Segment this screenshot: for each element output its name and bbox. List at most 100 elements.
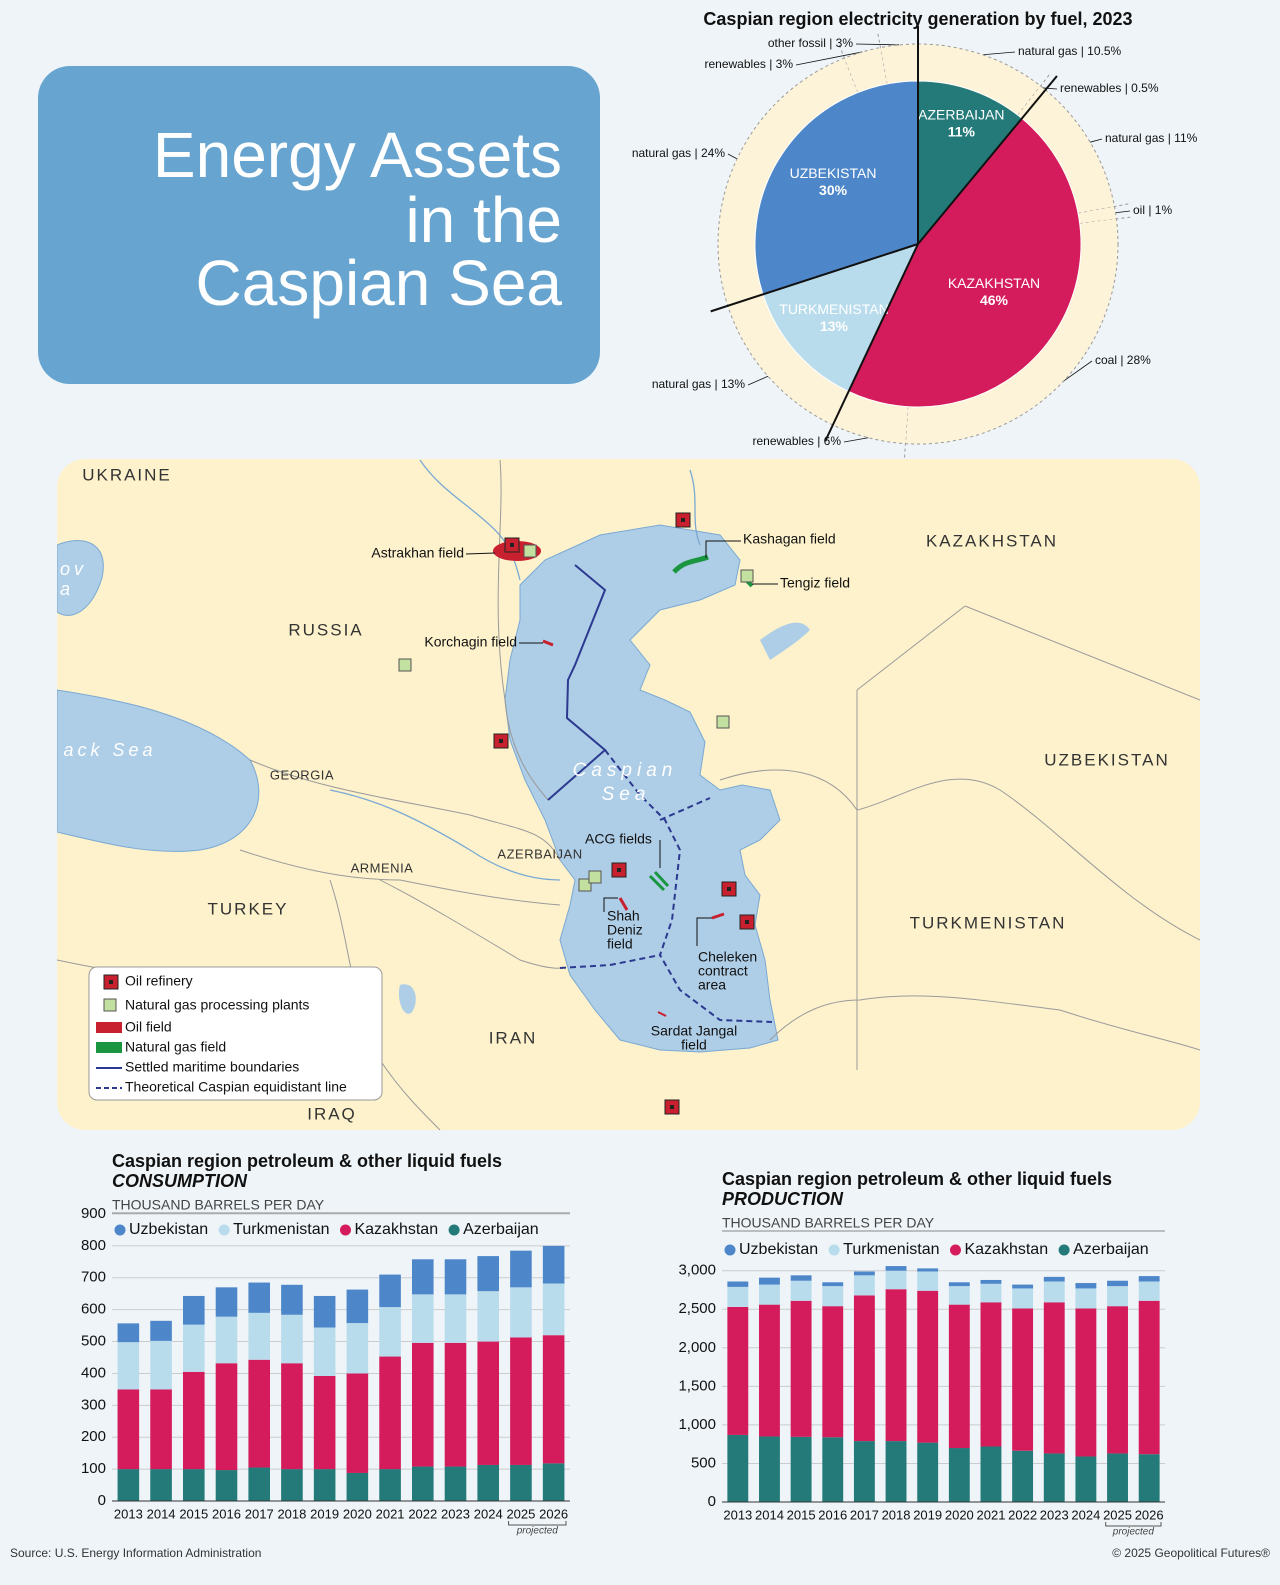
ring-segment <box>1021 89 1115 214</box>
bar-segment <box>542 1335 565 1464</box>
slice-value: 11% <box>948 123 976 139</box>
bar-segment <box>150 1320 172 1341</box>
country-divider <box>710 243 919 313</box>
x-tick-label: 2014 <box>147 1506 176 1521</box>
border <box>769 995 1200 1051</box>
y-tick-label: 0 <box>98 1492 106 1509</box>
legend-label: Turkmenistan <box>843 1241 939 1258</box>
bar-segment <box>948 1304 970 1449</box>
country-label: ARMENIA <box>351 860 414 875</box>
bar-segment <box>948 1448 970 1502</box>
sea-label: a <box>60 579 74 599</box>
chart-title: Caspian region electricity generation by… <box>703 9 1132 29</box>
bar-segment <box>759 1436 780 1502</box>
border <box>497 459 549 801</box>
field-label: Sardat Jangal <box>651 1023 737 1039</box>
ring-leader <box>727 153 738 160</box>
ring-leader <box>1115 210 1131 214</box>
ring-label: natural gas | 24% <box>632 146 726 160</box>
field-label: Deniz <box>607 922 643 938</box>
y-tick-label: 100 <box>81 1460 106 1477</box>
chart-title: Caspian region petroleum & other liquid … <box>112 1151 502 1171</box>
legend-label: Natural gas processing plants <box>125 997 309 1013</box>
bar-segment <box>1107 1280 1128 1287</box>
country-label: TURKEY <box>208 899 289 918</box>
x-tick-label: 2026 <box>1135 1507 1164 1522</box>
ring-label: coal | 28% <box>1095 353 1151 367</box>
x-tick-label: 2019 <box>913 1507 942 1522</box>
country-label: AZERBAIJAN <box>497 846 582 861</box>
field-label: ACG fields <box>585 831 652 847</box>
refinery-dots <box>499 518 749 1109</box>
bar-segment <box>822 1286 844 1307</box>
legend-swatch <box>828 1244 840 1256</box>
bar-segment <box>117 1342 140 1390</box>
title-box <box>38 66 600 384</box>
bar-segment <box>1107 1306 1128 1454</box>
bar-segment <box>759 1284 780 1305</box>
bar-segment <box>215 1287 238 1317</box>
projected-note: projected <box>1112 1527 1155 1538</box>
ring-segment <box>918 44 1041 116</box>
country-label: IRAN <box>489 1028 538 1047</box>
projected-bracket <box>508 1521 567 1526</box>
bar-segment <box>182 1469 205 1501</box>
bar-segment <box>411 1466 434 1501</box>
title-line: in the <box>405 184 562 256</box>
gas-plants <box>398 544 754 892</box>
legend-label: Turkmenistan <box>233 1221 329 1238</box>
ring-segment <box>1078 206 1117 224</box>
x-tick-label: 2020 <box>343 1506 372 1521</box>
bar-segment <box>477 1341 500 1465</box>
field-label: Korchagin field <box>424 634 517 650</box>
y-tick-label: 3,000 <box>678 1262 716 1279</box>
bar-segment <box>1043 1302 1065 1454</box>
sea-label: Caspian <box>573 760 678 781</box>
legend-label: Oil refinery <box>125 973 193 989</box>
bar-segment <box>853 1271 875 1276</box>
equidistant-line <box>559 749 773 1023</box>
legend-swatch <box>339 1224 351 1236</box>
river <box>329 789 561 881</box>
bar-segment <box>542 1463 565 1501</box>
gas-field <box>648 870 670 892</box>
x-tick-label: 2020 <box>945 1507 974 1522</box>
bar-segment <box>248 1359 271 1468</box>
bar-segment <box>790 1300 812 1437</box>
bar-segment <box>542 1283 565 1336</box>
sea-label: ack Sea <box>63 740 156 760</box>
ring-segment <box>727 294 849 425</box>
ring-segment <box>880 44 918 84</box>
sea-label: ov <box>60 559 87 579</box>
bar-segment <box>477 1464 500 1501</box>
bar-segment <box>917 1271 939 1291</box>
bar-segment <box>444 1466 467 1501</box>
bar-segment <box>313 1327 336 1376</box>
bar-segment <box>917 1290 939 1443</box>
field-label: Cheleken <box>698 949 757 965</box>
bar-segment <box>477 1256 500 1292</box>
bar-segment <box>790 1275 812 1281</box>
bar-segment <box>117 1389 140 1470</box>
map: UKRAINE RUSSIA KAZAKHSTAN UZBEKISTAN TUR… <box>57 459 1200 1130</box>
x-tick-label: 2023 <box>441 1506 470 1521</box>
bar-segment <box>759 1304 780 1437</box>
y-tick-label: 800 <box>81 1237 106 1254</box>
y-tick-label: 500 <box>691 1454 716 1471</box>
bar-segment <box>313 1375 336 1470</box>
x-tick-label: 2021 <box>376 1506 405 1521</box>
legend-label: Kazakhstan <box>354 1221 438 1238</box>
y-tick-label: 500 <box>81 1333 106 1350</box>
ring-segment <box>718 58 858 306</box>
bar-segment <box>917 1268 939 1272</box>
legend-label: Azerbaijan <box>1073 1241 1149 1258</box>
y-tick-label: 1,000 <box>678 1416 716 1433</box>
border <box>379 879 561 969</box>
bar-segment <box>379 1356 401 1470</box>
projected-note: projected <box>516 1526 559 1537</box>
bar-segment <box>510 1464 532 1501</box>
bar-segment <box>117 1323 140 1343</box>
source: Source: U.S. Energy Information Administ… <box>10 1546 261 1560</box>
bar-segment <box>313 1469 336 1501</box>
lake <box>760 622 810 660</box>
